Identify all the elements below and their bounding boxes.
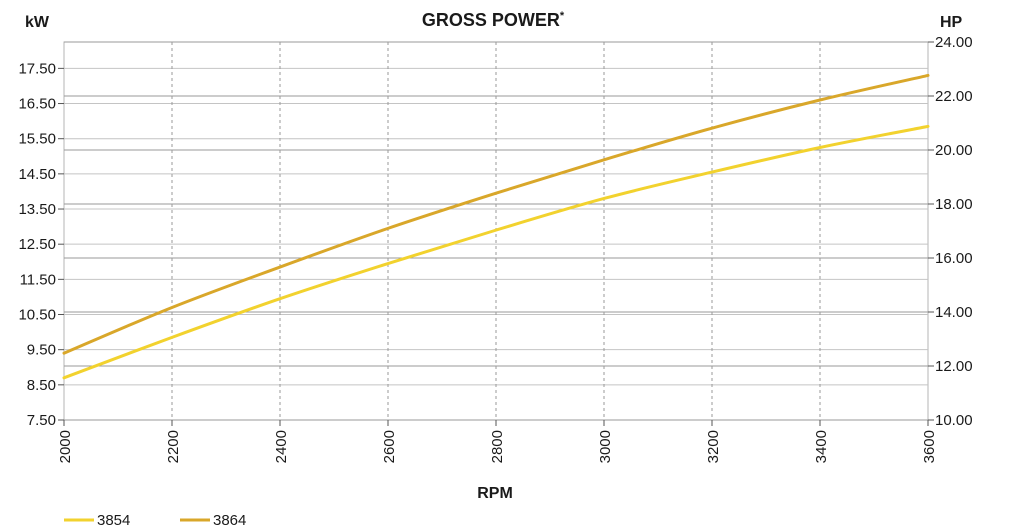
left-tick-label: 16.50 <box>18 96 56 113</box>
left-tick-label: 7.50 <box>27 412 56 429</box>
legend-label-3854: 3854 <box>97 512 130 529</box>
chart-title: GROSS POWER* <box>422 10 565 30</box>
chart-title-superscript: * <box>560 10 565 22</box>
left-tick-label: 10.50 <box>18 307 56 324</box>
left-tick-label: 14.50 <box>18 166 56 183</box>
right-axis-label: HP <box>940 14 963 31</box>
right-tick-label: 18.00 <box>935 196 973 213</box>
x-tick-label: 2400 <box>273 430 290 463</box>
x-tick-label: 2200 <box>165 430 182 463</box>
left-tick-label: 12.50 <box>18 236 56 253</box>
right-tick-label: 12.00 <box>935 358 973 375</box>
x-tick-label: 2800 <box>489 430 506 463</box>
left-tick-label: 9.50 <box>27 342 56 359</box>
left-tick-label: 8.50 <box>27 377 56 394</box>
left-axis-label: kW <box>25 14 50 31</box>
right-tick-label: 20.00 <box>935 142 973 159</box>
x-tick-label: 2000 <box>57 430 74 463</box>
legend: 3854 3864 <box>64 512 246 529</box>
legend-label-3864: 3864 <box>213 512 246 529</box>
left-tick-label: 13.50 <box>18 201 56 218</box>
right-tick-label: 14.00 <box>935 304 973 321</box>
series-layer <box>62 73 930 380</box>
right-tick-label: 24.00 <box>935 34 973 51</box>
axis-layer: 7.50 8.50 9.50 10.50 11.50 12.50 13.50 14.50 15.… <box>18 34 972 463</box>
x-tick-label: 3400 <box>813 430 830 463</box>
left-tick-label: 11.50 <box>20 271 56 288</box>
right-tick-label: 16.00 <box>935 250 973 267</box>
right-tick-label: 10.00 <box>935 412 973 429</box>
chart-title-main: GROSS POWER <box>422 10 560 30</box>
x-tick-label: 3600 <box>921 430 938 463</box>
series-line-3854 <box>62 124 930 380</box>
right-tick-label: 22.00 <box>935 88 973 105</box>
x-tick-label: 2600 <box>381 430 398 463</box>
x-tick-label: 3000 <box>597 430 614 463</box>
x-tick-label: 3200 <box>705 430 722 463</box>
series-line-3864 <box>62 73 930 355</box>
left-tick-label: 15.50 <box>18 131 56 148</box>
left-tick-label: 17.50 <box>18 60 56 77</box>
x-axis-label: RPM <box>477 485 513 502</box>
